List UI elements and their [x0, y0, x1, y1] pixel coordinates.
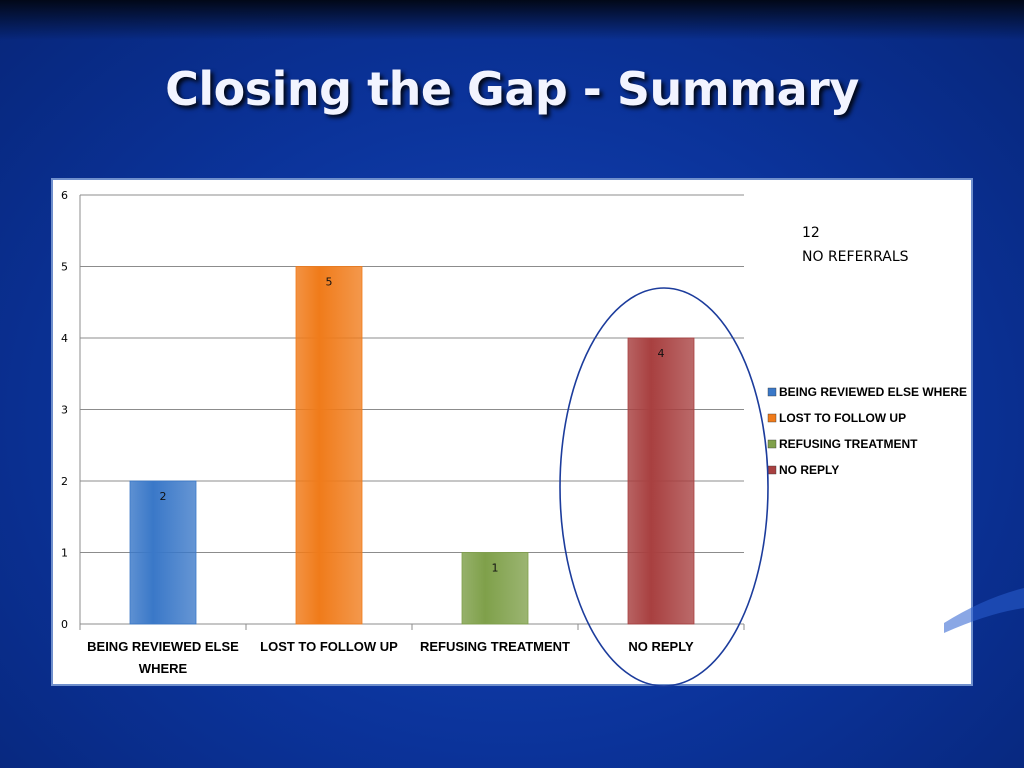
referral-note: 12 NO REFERRALS — [802, 221, 909, 269]
data-label: 2 — [160, 490, 167, 503]
x-tick-label: REFUSING TREATMENT — [420, 639, 570, 654]
x-tick-label: NO REPLY — [628, 639, 694, 654]
x-tick-label: BEING REVIEWED ELSE — [87, 639, 239, 654]
y-tick-label: 0 — [61, 618, 68, 631]
bar — [627, 337, 695, 625]
y-tick-label: 1 — [61, 547, 68, 560]
legend-swatch — [767, 387, 777, 397]
legend-label: NO REPLY — [779, 463, 839, 477]
referral-label: NO REFERRALS — [802, 249, 909, 265]
data-labels: 2 5 1 4 — [160, 276, 665, 575]
legend-swatch — [767, 465, 777, 475]
bar — [129, 480, 197, 625]
decorative-swoosh — [944, 588, 1024, 633]
data-label: 1 — [492, 562, 499, 575]
legend-swatch — [767, 439, 777, 449]
data-label: 4 — [658, 347, 665, 360]
legend: BEING REVIEWED ELSE WHERE LOST TO FOLLOW … — [767, 385, 967, 477]
y-tick-label: 6 — [61, 189, 68, 202]
y-tick-label: 4 — [61, 332, 68, 345]
y-tick-label: 5 — [61, 261, 68, 274]
data-label: 5 — [326, 276, 333, 289]
slide-title: Closing the Gap - Summary — [165, 62, 859, 116]
bar — [461, 552, 529, 625]
legend-label: REFUSING TREATMENT — [779, 437, 918, 451]
legend-label: BEING REVIEWED ELSE WHERE — [779, 385, 967, 399]
bars — [129, 266, 695, 625]
bar — [295, 266, 363, 625]
x-tick-label: WHERE — [139, 661, 188, 676]
top-shadow-band — [0, 0, 1024, 40]
y-tick-label: 2 — [61, 475, 68, 488]
y-tick-label: 3 — [61, 404, 68, 417]
legend-swatch — [767, 413, 777, 423]
x-tick-label: LOST TO FOLLOW UP — [260, 639, 398, 654]
highlight-ellipse — [559, 287, 769, 687]
referral-count: 12 — [802, 225, 820, 241]
legend-label: LOST TO FOLLOW UP — [779, 411, 906, 425]
